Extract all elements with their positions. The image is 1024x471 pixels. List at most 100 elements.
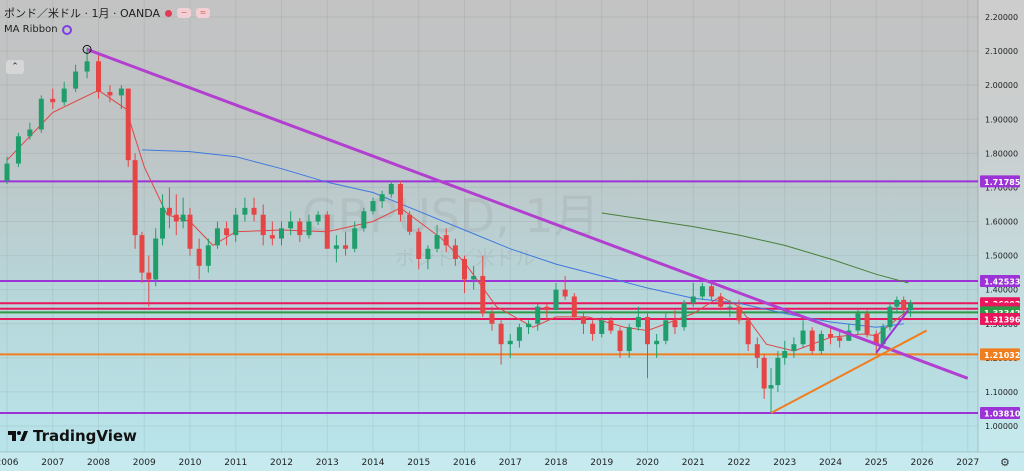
- candle-body: [196, 248, 202, 266]
- candle-body: [61, 88, 67, 103]
- candle-body: [333, 245, 339, 249]
- candle-body: [791, 344, 797, 352]
- candle-body: [118, 88, 124, 96]
- candle-body: [562, 289, 568, 297]
- candle-body: [297, 221, 303, 236]
- candle-body: [837, 337, 843, 341]
- trendline-resistance: [86, 47, 969, 380]
- candle-body: [699, 286, 705, 297]
- level-label: 1.31396: [984, 315, 1021, 324]
- level-label-box: [980, 175, 1020, 188]
- candle-body: [443, 235, 449, 246]
- candle-body: [462, 258, 467, 280]
- candle-body: [855, 313, 861, 331]
- candle-body: [233, 214, 239, 236]
- candle-body: [379, 194, 385, 202]
- candle-body: [754, 344, 760, 358]
- indicator-loading-icon: [61, 24, 72, 35]
- candle-body: [608, 320, 614, 331]
- candle-body: [15, 136, 21, 164]
- candle-body: [205, 245, 211, 266]
- candle-body: [125, 88, 131, 161]
- candle-body: [73, 71, 79, 89]
- candle-body: [214, 228, 220, 246]
- candle-body: [132, 160, 138, 236]
- candle-body: [166, 207, 172, 215]
- indicator-legend[interactable]: MA Ribbon: [4, 24, 72, 35]
- candle-body: [880, 327, 886, 345]
- gear-icon[interactable]: ⚙: [1000, 456, 1010, 469]
- candle-body: [4, 163, 10, 181]
- candle-body: [489, 313, 495, 324]
- level-label-box: [980, 348, 1020, 361]
- candle-body: [516, 327, 522, 341]
- symbol-header[interactable]: ポンド／米ドル · 1月 · OANDA − ≈: [4, 5, 210, 21]
- candle-body: [180, 214, 186, 222]
- candle-body: [452, 245, 458, 259]
- candle-body: [571, 296, 577, 317]
- x-tick-label: 2009: [133, 458, 156, 468]
- x-tick-label: 2006: [0, 458, 19, 468]
- x-tick-label: 2013: [316, 458, 339, 468]
- price-axis: [978, 0, 1024, 452]
- candle-body: [38, 98, 44, 130]
- x-tick-label: 2027: [956, 458, 979, 468]
- candle-body: [745, 320, 751, 345]
- x-tick-label: 2016: [453, 458, 476, 468]
- candle-body: [782, 351, 788, 358]
- candle-body: [139, 235, 145, 273]
- candle-body: [901, 299, 907, 311]
- x-tick-label: 2007: [41, 458, 64, 468]
- candle-body: [361, 211, 367, 229]
- candle-body: [709, 286, 715, 297]
- y-tick-label: 1.50000: [985, 252, 1018, 261]
- candle-body: [544, 306, 550, 311]
- candle-body: [775, 357, 781, 386]
- candle-body: [388, 184, 394, 195]
- y-tick-label: 1.60000: [985, 218, 1018, 227]
- candle-body: [663, 320, 669, 341]
- candle-body: [894, 299, 900, 307]
- candle-body: [864, 313, 870, 334]
- candle-body: [727, 306, 733, 308]
- candle-body: [590, 323, 596, 334]
- candle-body: [251, 207, 257, 215]
- candle-body: [645, 316, 650, 345]
- x-tick-label: 2012: [270, 458, 293, 468]
- candle-body: [315, 214, 321, 222]
- x-tick-label: 2010: [179, 458, 202, 468]
- candle-body: [434, 235, 440, 249]
- candle-body: [809, 330, 815, 352]
- trendline-support: [770, 329, 928, 414]
- candle-body: [535, 306, 541, 324]
- candle-body: [580, 316, 586, 324]
- candle-body: [96, 61, 101, 92]
- ma-mid-line: [141, 149, 904, 328]
- candle-body: [107, 91, 113, 96]
- candle-body: [480, 276, 486, 314]
- logo-text: TradingView: [33, 427, 137, 445]
- candle-body: [397, 184, 403, 215]
- minus-icon[interactable]: −: [177, 8, 191, 18]
- candle-body: [690, 296, 696, 304]
- candle-body: [471, 276, 477, 280]
- y-tick-label: 1.80000: [985, 149, 1018, 158]
- candle-body: [761, 357, 767, 389]
- y-tick-label: 1.90000: [985, 115, 1018, 124]
- candle-body: [173, 214, 179, 222]
- candle-body: [526, 323, 532, 328]
- candle-body: [654, 340, 660, 345]
- collapse-legend-button[interactable]: ⌃: [6, 60, 24, 74]
- candle-body: [84, 61, 90, 72]
- candle-body: [626, 327, 632, 352]
- candle-body: [828, 333, 833, 338]
- tradingview-logo[interactable]: TradingView: [7, 427, 137, 445]
- wave-icon[interactable]: ≈: [196, 8, 210, 18]
- candle-body: [681, 303, 687, 328]
- candle-body: [146, 272, 152, 280]
- candle-body: [407, 214, 413, 232]
- level-label: 1.71785: [984, 178, 1021, 187]
- symbol-title: ポンド／米ドル · 1月 · OANDA: [4, 7, 160, 20]
- x-tick-label: 2023: [773, 458, 796, 468]
